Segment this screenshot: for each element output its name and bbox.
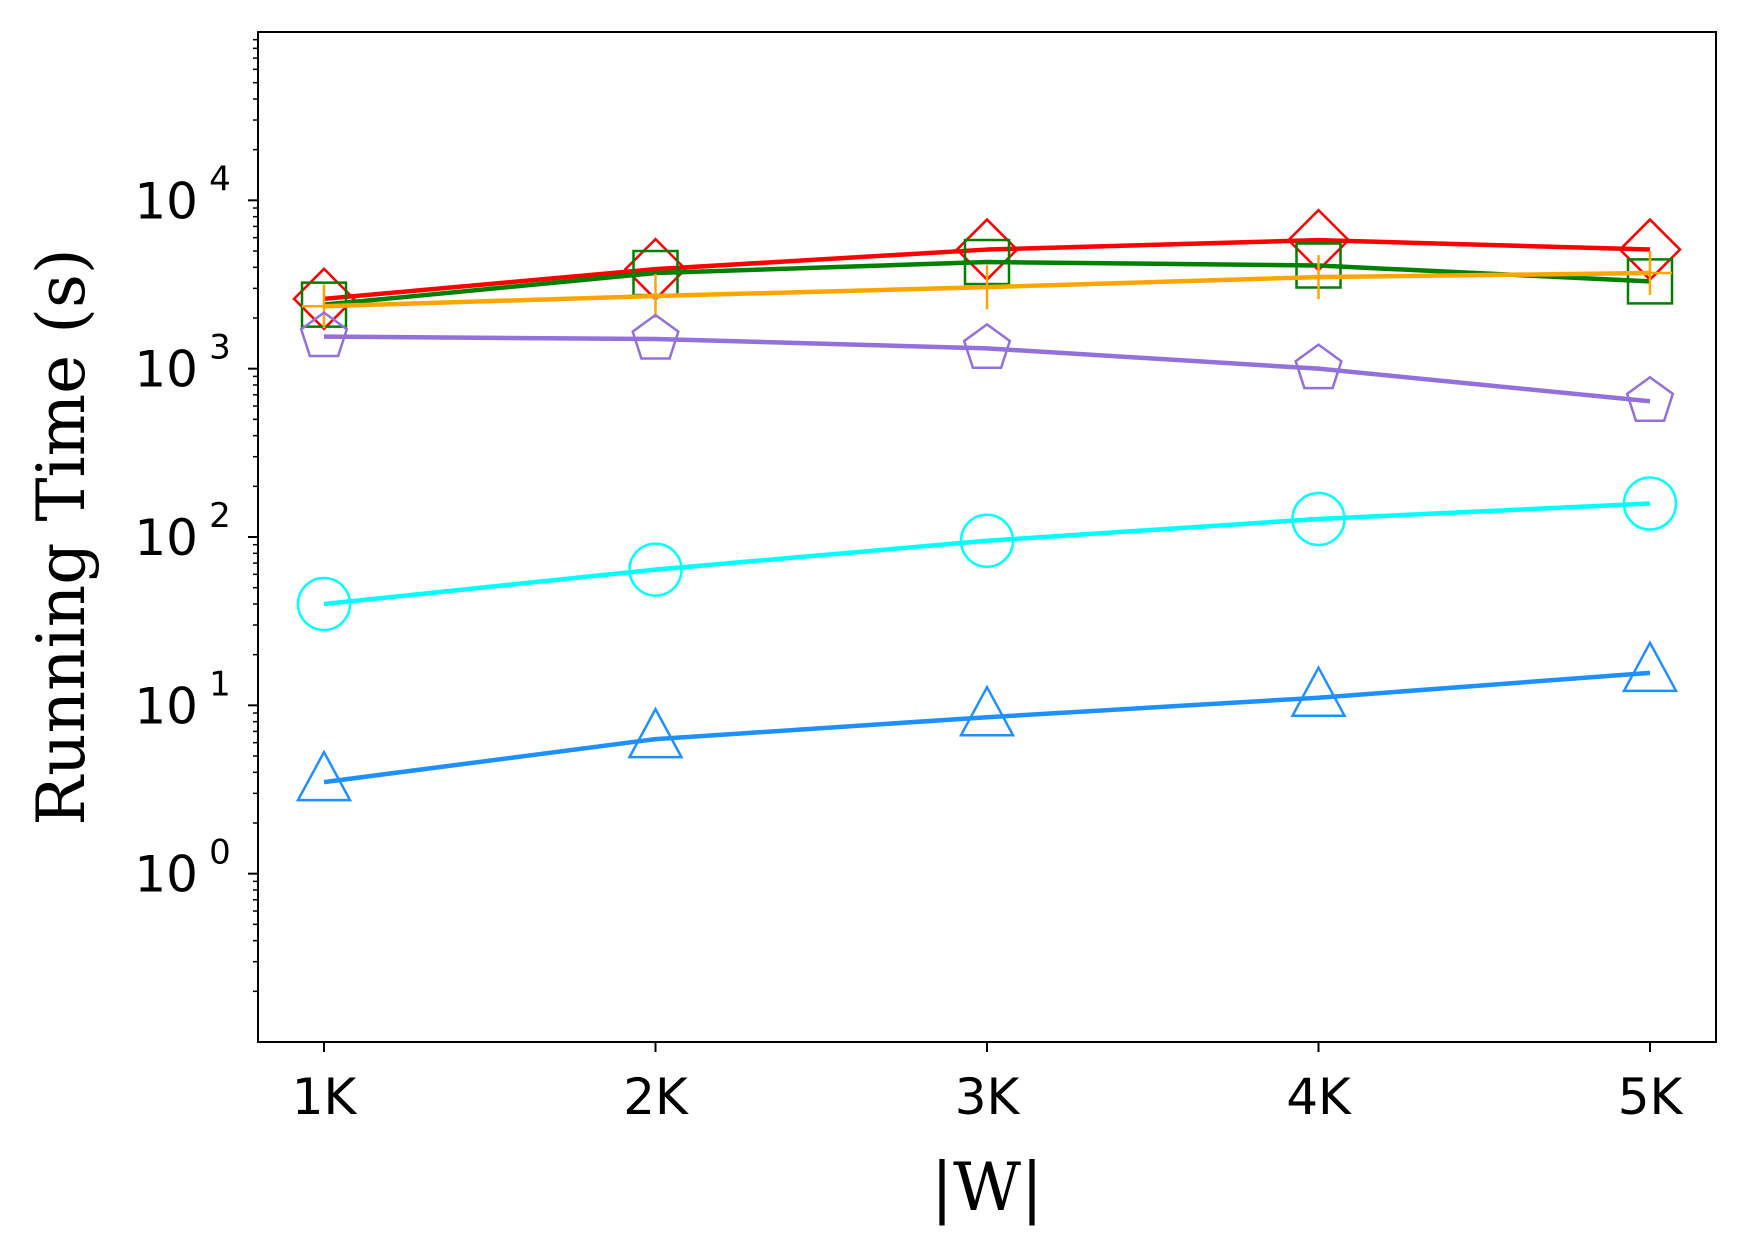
y-axis-title: Running Time (s) xyxy=(23,248,100,825)
y-tick-exponent: 2 xyxy=(209,496,231,536)
plus-marker xyxy=(965,265,1009,310)
x-tick-label: 1K xyxy=(292,1068,358,1126)
y-tick-exponent: 1 xyxy=(209,664,231,704)
x-tick-label: 5K xyxy=(1618,1068,1684,1126)
y-tick-base: 10 xyxy=(134,846,198,904)
y-tick-labels: 10 0 10 1 10 2 10 3 10 4 xyxy=(134,159,230,903)
pentagon-marker xyxy=(1625,375,1675,422)
circle-marker xyxy=(1291,491,1346,547)
y-major-ticks xyxy=(248,199,258,875)
circle-marker xyxy=(296,576,352,632)
triangle-marker xyxy=(295,749,353,802)
plus-marker xyxy=(1628,251,1672,296)
x-tick-label: 3K xyxy=(955,1068,1021,1126)
x-axis-title: |W| xyxy=(931,1149,1043,1226)
series-circle xyxy=(296,476,1678,632)
pentagon-marker xyxy=(962,322,1012,370)
y-tick-label: 10 xyxy=(134,172,198,230)
series-layer xyxy=(292,208,1682,802)
y-tick-base: 10 xyxy=(134,677,198,735)
circle-marker xyxy=(628,542,683,597)
plus-marker xyxy=(302,284,346,329)
series-pentagon xyxy=(299,311,1675,422)
plus-marker xyxy=(633,274,678,319)
y-tick-label: 10 xyxy=(134,341,198,399)
y-tick-label: 10 xyxy=(134,846,198,904)
diamond-marker xyxy=(292,267,356,331)
series-line xyxy=(323,259,1651,307)
y-tick-base: 10 xyxy=(134,172,198,230)
triangle-marker xyxy=(1290,665,1347,717)
x-tick-label: 4K xyxy=(1286,1068,1352,1126)
plot-area xyxy=(258,32,1716,1042)
y-tick-label: 10 xyxy=(134,677,198,735)
plus-marker xyxy=(1296,255,1341,300)
series-line xyxy=(323,501,1651,607)
x-ticks xyxy=(323,1042,1651,1052)
y-tick-label: 10 xyxy=(134,509,198,567)
y-tick-exponent: 0 xyxy=(209,833,231,873)
y-tick-base: 10 xyxy=(134,341,198,399)
pentagon-marker xyxy=(631,313,680,360)
triangle-marker xyxy=(1621,640,1679,693)
x-tick-label: 2K xyxy=(623,1068,689,1126)
pentagon-marker xyxy=(1294,343,1343,390)
y-tick-exponent: 3 xyxy=(209,328,231,368)
y-tick-base: 10 xyxy=(134,509,198,567)
series-plus xyxy=(302,251,1672,329)
series-line xyxy=(323,334,1651,404)
series-triangle xyxy=(295,640,1679,802)
series-line xyxy=(323,237,1651,302)
pentagon-marker xyxy=(299,311,349,358)
plot-frame xyxy=(257,31,1717,1043)
triangle-marker xyxy=(958,684,1016,737)
y-tick-exponent: 4 xyxy=(209,159,231,199)
circle-marker xyxy=(1622,476,1678,531)
circle-marker xyxy=(959,513,1015,568)
x-tick-labels: 1K 2K 3K 4K 5K xyxy=(292,1068,1684,1126)
series-line xyxy=(323,670,1651,785)
triangle-marker xyxy=(627,706,684,759)
